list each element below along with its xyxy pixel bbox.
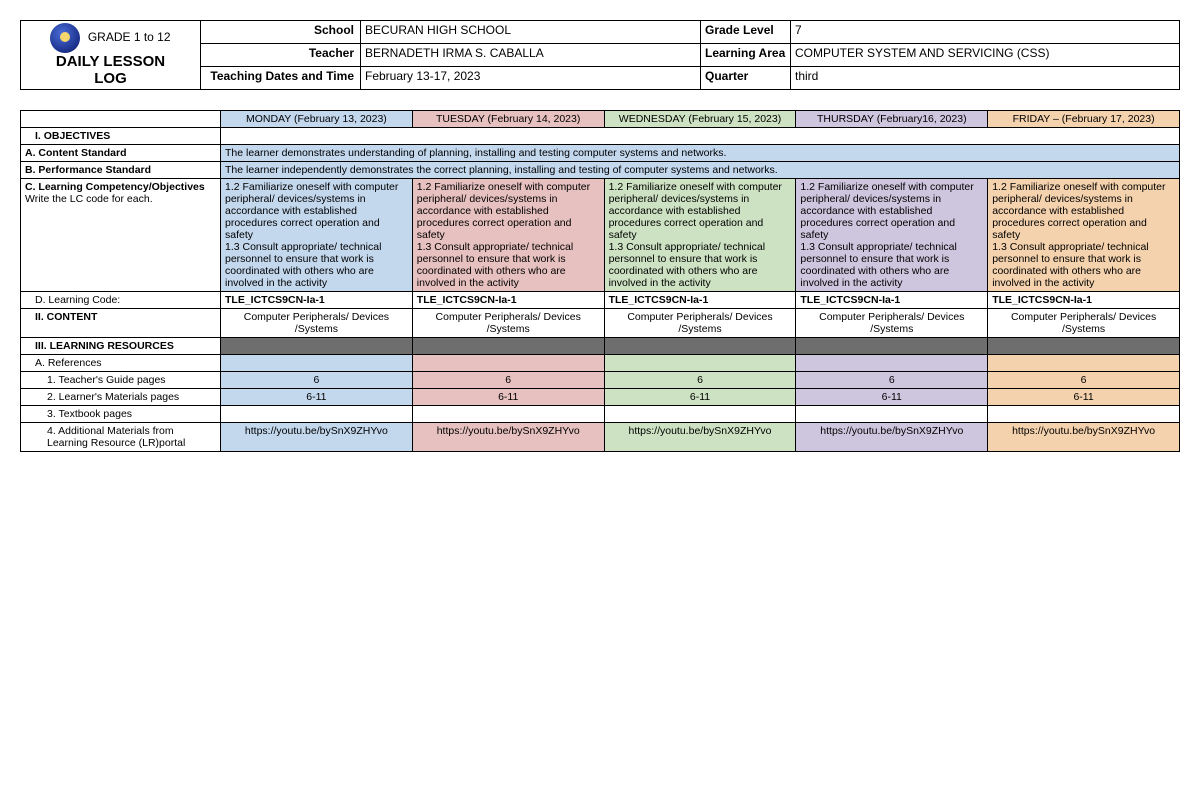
ref-fri bbox=[988, 355, 1180, 372]
tg-fri: 6 bbox=[988, 372, 1180, 389]
row-lm-label: 2. Learner's Materials pages bbox=[21, 389, 221, 406]
tb-fri bbox=[988, 406, 1180, 423]
lr-mon: https://youtu.be/bySnX9ZHYvo bbox=[221, 423, 413, 452]
day-mon: MONDAY (February 13, 2023) bbox=[221, 111, 413, 128]
row-lc-label: C. Learning Competency/Objectives Write … bbox=[21, 179, 221, 292]
content-tue: Computer Peripherals/ Devices /Systems bbox=[412, 309, 604, 338]
row-resources-label: III. LEARNING RESOURCES bbox=[21, 338, 221, 355]
lc-tue: 1.2 Familiarize oneself with computer pe… bbox=[412, 179, 604, 292]
row-objectives-span bbox=[221, 128, 1180, 145]
day-fri: FRIDAY – (February 17, 2023) bbox=[988, 111, 1180, 128]
tg-thu: 6 bbox=[796, 372, 988, 389]
res-thu bbox=[796, 338, 988, 355]
day-thu: THURSDAY (February16, 2023) bbox=[796, 111, 988, 128]
lm-mon: 6-11 bbox=[221, 389, 413, 406]
tb-thu bbox=[796, 406, 988, 423]
content-thu: Computer Peripherals/ Devices /Systems bbox=[796, 309, 988, 338]
label-quarter: Quarter bbox=[701, 67, 791, 90]
row-perf-std-label: B. Performance Standard bbox=[21, 162, 221, 179]
label-dates: Teaching Dates and Time bbox=[201, 67, 361, 90]
row-content-std-text: The learner demonstrates understanding o… bbox=[221, 145, 1180, 162]
lr-tue: https://youtu.be/bySnX9ZHYvo bbox=[412, 423, 604, 452]
lr-thu: https://youtu.be/bySnX9ZHYvo bbox=[796, 423, 988, 452]
lc-fri: 1.2 Familiarize oneself with computer pe… bbox=[988, 179, 1180, 292]
row-content-label: II. CONTENT bbox=[21, 309, 221, 338]
lm-tue: 6-11 bbox=[412, 389, 604, 406]
label-school: School bbox=[201, 21, 361, 44]
lm-fri: 6-11 bbox=[988, 389, 1180, 406]
corner-empty bbox=[21, 111, 221, 128]
value-quarter: third bbox=[791, 67, 1180, 90]
row-lcode-label: D. Learning Code: bbox=[21, 292, 221, 309]
lcode-wed: TLE_ICTCS9CN-Ia-1 bbox=[604, 292, 796, 309]
content-wed: Computer Peripherals/ Devices /Systems bbox=[604, 309, 796, 338]
res-fri bbox=[988, 338, 1180, 355]
row-perf-std-text: The learner independently demonstrates t… bbox=[221, 162, 1180, 179]
row-tg-label: 1. Teacher's Guide pages bbox=[21, 372, 221, 389]
label-teacher: Teacher bbox=[201, 44, 361, 67]
content-table: MONDAY (February 13, 2023) TUESDAY (Febr… bbox=[20, 110, 1180, 452]
lr-fri: https://youtu.be/bySnX9ZHYvo bbox=[988, 423, 1180, 452]
row-tb-label: 3. Textbook pages bbox=[21, 406, 221, 423]
lcode-mon: TLE_ICTCS9CN-Ia-1 bbox=[221, 292, 413, 309]
value-learning-area: COMPUTER SYSTEM AND SERVICING (CSS) bbox=[791, 44, 1180, 67]
row-objectives: I. OBJECTIVES bbox=[21, 128, 221, 145]
lcode-thu: TLE_ICTCS9CN-Ia-1 bbox=[796, 292, 988, 309]
lcode-tue: TLE_ICTCS9CN-Ia-1 bbox=[412, 292, 604, 309]
content-fri: Computer Peripherals/ Devices /Systems bbox=[988, 309, 1180, 338]
lc-main: C. Learning Competency/Objectives bbox=[25, 181, 205, 193]
tb-wed bbox=[604, 406, 796, 423]
row-content-std-label: A. Content Standard bbox=[21, 145, 221, 162]
lr-wed: https://youtu.be/bySnX9ZHYvo bbox=[604, 423, 796, 452]
lc-thu: 1.2 Familiarize oneself with computer pe… bbox=[796, 179, 988, 292]
row-lr-label: 4. Additional Materials from Learning Re… bbox=[21, 423, 221, 452]
ref-tue bbox=[412, 355, 604, 372]
lcode-fri: TLE_ICTCS9CN-Ia-1 bbox=[988, 292, 1180, 309]
res-tue bbox=[412, 338, 604, 355]
lm-thu: 6-11 bbox=[796, 389, 988, 406]
content-mon: Computer Peripherals/ Devices /Systems bbox=[221, 309, 413, 338]
lc-sub: Write the LC code for each. bbox=[25, 193, 153, 205]
title-cell: GRADE 1 to 12 DAILY LESSON LOG bbox=[21, 21, 201, 90]
res-mon bbox=[221, 338, 413, 355]
header-table: GRADE 1 to 12 DAILY LESSON LOG School BE… bbox=[20, 20, 1180, 90]
ref-mon bbox=[221, 355, 413, 372]
lm-wed: 6-11 bbox=[604, 389, 796, 406]
value-grade-level: 7 bbox=[791, 21, 1180, 44]
label-grade-level: Grade Level bbox=[701, 21, 791, 44]
ref-wed bbox=[604, 355, 796, 372]
value-school: BECURAN HIGH SCHOOL bbox=[361, 21, 701, 44]
value-teacher: BERNADETH IRMA S. CABALLA bbox=[361, 44, 701, 67]
row-references: A. References bbox=[21, 355, 221, 372]
deped-logo-icon bbox=[50, 23, 80, 53]
tg-tue: 6 bbox=[412, 372, 604, 389]
value-dates: February 13-17, 2023 bbox=[361, 67, 701, 90]
tg-wed: 6 bbox=[604, 372, 796, 389]
tg-mon: 6 bbox=[221, 372, 413, 389]
tb-mon bbox=[221, 406, 413, 423]
ref-thu bbox=[796, 355, 988, 372]
lc-mon: 1.2 Familiarize oneself with computer pe… bbox=[221, 179, 413, 292]
res-wed bbox=[604, 338, 796, 355]
lc-wed: 1.2 Familiarize oneself with computer pe… bbox=[604, 179, 796, 292]
dll-line2: LOG bbox=[94, 70, 127, 87]
label-learning-area: Learning Area bbox=[701, 44, 791, 67]
tb-tue bbox=[412, 406, 604, 423]
dll-line1: DAILY LESSON bbox=[56, 53, 165, 70]
grade-line: GRADE 1 to 12 bbox=[88, 30, 171, 44]
day-tue: TUESDAY (February 14, 2023) bbox=[412, 111, 604, 128]
day-wed: WEDNESDAY (February 15, 2023) bbox=[604, 111, 796, 128]
